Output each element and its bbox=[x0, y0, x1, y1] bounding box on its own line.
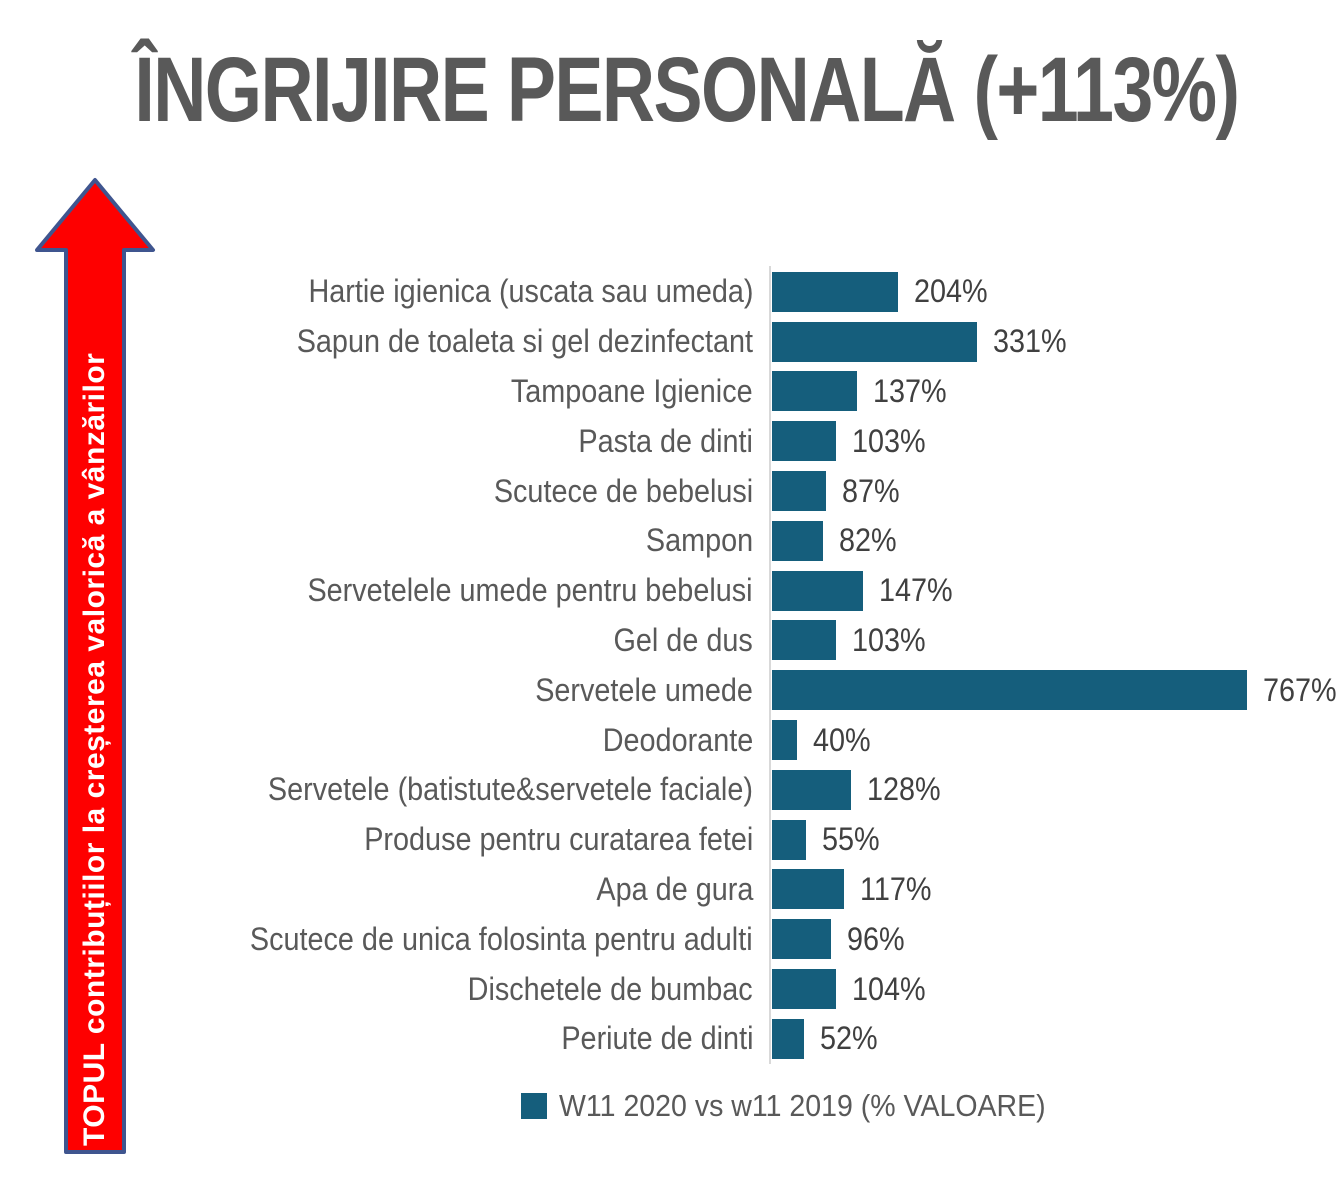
value-label: 128% bbox=[867, 771, 941, 808]
chart-row: Servetele (batistute&servetele faciale) 1… bbox=[0, 765, 1344, 815]
chart-row: Apa de gura 117% bbox=[0, 865, 1344, 915]
bar bbox=[772, 869, 844, 910]
bar bbox=[772, 421, 836, 462]
category-label: Scutece de unica folosinta pentru adulti bbox=[250, 920, 753, 957]
value-label: 331% bbox=[993, 323, 1067, 360]
legend-label: W11 2020 vs w11 2019 (% VALOARE) bbox=[559, 1088, 1046, 1123]
chart-row: Gel de dus 103% bbox=[0, 616, 1344, 666]
up-arrow-shape bbox=[35, 178, 155, 1154]
chart-title: ÎNGRIJIRE PERSONALĂ (+113%) bbox=[134, 39, 1240, 141]
value-label: 87% bbox=[842, 472, 900, 509]
bar bbox=[772, 620, 836, 661]
bar-area: 40% bbox=[753, 720, 1344, 761]
category-label: Apa de gura bbox=[596, 870, 753, 907]
bar-area: 104% bbox=[753, 969, 1344, 1010]
bar bbox=[772, 371, 857, 412]
category-label: Sapun de toaleta si gel dezinfectant bbox=[296, 323, 753, 360]
chart-row: Sampon 82% bbox=[0, 516, 1344, 566]
value-label: 137% bbox=[873, 372, 947, 409]
chart-row: Servetelele umede pentru bebelusi 147% bbox=[0, 566, 1344, 616]
bar-area: 204% bbox=[753, 271, 1344, 312]
category-label: Periute de dinti bbox=[560, 1020, 753, 1057]
bar-chart: Hartie igienica (uscata sau umeda) 204% Sa… bbox=[0, 267, 1344, 1064]
category-label: Produse pentru curatarea fetei bbox=[363, 821, 753, 858]
bar-area: 767% bbox=[753, 670, 1344, 711]
value-label: 117% bbox=[860, 870, 932, 907]
bar bbox=[772, 271, 898, 312]
chart-row: Sapun de toaleta si gel dezinfectant 331% bbox=[0, 317, 1344, 367]
axis-baseline bbox=[769, 266, 771, 1064]
bar bbox=[772, 769, 851, 810]
bar bbox=[772, 471, 826, 512]
bar bbox=[772, 1018, 804, 1059]
legend: W11 2020 vs w11 2019 (% VALOARE) bbox=[521, 1088, 1088, 1124]
bar-area: 55% bbox=[753, 819, 1344, 860]
bar-area: 147% bbox=[753, 570, 1344, 611]
bar-area: 331% bbox=[753, 321, 1344, 362]
bar bbox=[772, 321, 977, 362]
value-label: 82% bbox=[839, 522, 897, 559]
bar-area: 82% bbox=[753, 520, 1344, 561]
chart-row: Deodorante 40% bbox=[0, 715, 1344, 765]
bar-area: 128% bbox=[753, 769, 1344, 810]
chart-row: Produse pentru curatarea fetei 55% bbox=[0, 815, 1344, 865]
category-label: Servetele (batistute&servetele faciale) bbox=[267, 771, 753, 808]
chart-row: Tampoane Igienice 137% bbox=[0, 367, 1344, 417]
category-label: Sampon bbox=[645, 522, 753, 559]
bar-area: 52% bbox=[753, 1018, 1344, 1059]
bar bbox=[772, 570, 863, 611]
bar bbox=[772, 969, 836, 1010]
bar-area: 87% bbox=[753, 471, 1344, 512]
bar-area: 117% bbox=[753, 869, 1344, 910]
bar-area: 103% bbox=[753, 421, 1344, 462]
category-label: Hartie igienica (uscata sau umeda) bbox=[307, 273, 753, 310]
category-label: Scutece de bebelusi bbox=[493, 472, 753, 509]
chart-row: Pasta de dinti 103% bbox=[0, 416, 1344, 466]
value-label: 103% bbox=[852, 621, 926, 658]
value-label: 103% bbox=[852, 422, 926, 459]
bar-area: 96% bbox=[753, 919, 1344, 960]
chart-row: Hartie igienica (uscata sau umeda) 204% bbox=[0, 267, 1344, 317]
category-label: Pasta de dinti bbox=[578, 422, 753, 459]
up-arrow-polygon bbox=[35, 178, 155, 1154]
value-label: 96% bbox=[847, 920, 905, 957]
bar-area: 137% bbox=[753, 371, 1344, 412]
chart-row: Periute de dinti 52% bbox=[0, 1014, 1344, 1064]
value-label: 52% bbox=[820, 1020, 878, 1057]
value-label: 204% bbox=[914, 273, 988, 310]
value-label: 147% bbox=[879, 572, 953, 609]
value-label: 767% bbox=[1263, 671, 1337, 708]
chart-row: Servetele umede 767% bbox=[0, 665, 1344, 715]
bar bbox=[772, 720, 797, 761]
bar bbox=[772, 520, 823, 561]
value-label: 55% bbox=[822, 821, 880, 858]
chart-row: Scutece de unica folosinta pentru adulti… bbox=[0, 914, 1344, 964]
value-label: 40% bbox=[813, 721, 871, 758]
chart-row: Scutece de bebelusi 87% bbox=[0, 466, 1344, 516]
bar bbox=[772, 919, 831, 960]
bar bbox=[772, 819, 806, 860]
category-label: Deodorante bbox=[602, 721, 753, 758]
category-label: Servetele umede bbox=[535, 671, 753, 708]
category-label: Servetelele umede pentru bebelusi bbox=[307, 572, 753, 609]
category-label: Gel de dus bbox=[613, 621, 753, 658]
value-label: 104% bbox=[852, 970, 926, 1007]
chart-row: Dischetele de bumbac 104% bbox=[0, 964, 1344, 1014]
legend-swatch bbox=[521, 1093, 547, 1119]
bar bbox=[772, 670, 1247, 711]
category-label: Dischetele de bumbac bbox=[468, 970, 753, 1007]
bar-area: 103% bbox=[753, 620, 1344, 661]
category-label: Tampoane Igienice bbox=[511, 372, 753, 409]
